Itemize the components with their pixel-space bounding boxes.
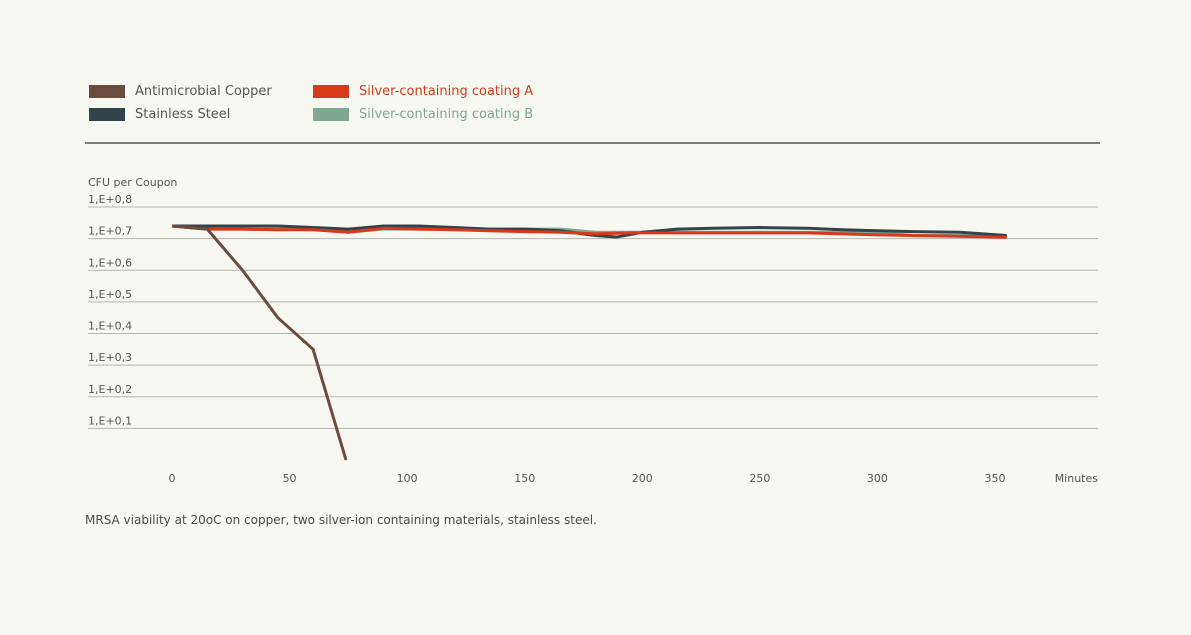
legend-label: Silver-containing coating A — [359, 84, 534, 99]
y-tick-label: 1,E+0,7 — [88, 225, 132, 238]
legend-label: Antimicrobial Copper — [135, 84, 272, 99]
y-tick-label: 1,E+0,6 — [88, 256, 132, 269]
series-line-silver-containing-coating-a — [171, 224, 1007, 239]
x-tick-label: 150 — [514, 472, 535, 485]
legend-item-stainless-steel: Stainless Steel — [89, 107, 230, 122]
legend-swatch — [313, 85, 349, 98]
chart-caption: MRSA viability at 20oC on copper, two si… — [85, 513, 597, 527]
y-tick-label: 1,E+0,8 — [88, 193, 132, 206]
legend-label: Silver-containing coating B — [359, 107, 534, 122]
y-tick-label: 1,E+0,2 — [88, 383, 132, 396]
legend-swatch — [313, 108, 349, 121]
series-line-antimicrobial-copper — [171, 224, 348, 461]
legend-swatch — [89, 85, 125, 98]
x-tick-label: 200 — [632, 472, 653, 485]
y-tick-label: 1,E+0,5 — [88, 288, 132, 301]
legend-swatch — [89, 108, 125, 121]
y-tick-label: 1,E+0,1 — [88, 414, 132, 427]
x-axis-label: Minutes — [1055, 472, 1099, 485]
legend-item-silver-coating-a: Silver-containing coating A — [313, 84, 533, 99]
line-chart: CFU per Coupon Minutes 1,E+0,1 1,E+0,2 1,E… — [85, 142, 1100, 485]
x-tick-label: 0 — [169, 472, 176, 485]
y-tick-label: 1,E+0,3 — [88, 351, 132, 364]
legend-label: Stainless Steel — [135, 107, 231, 122]
x-tick-label: 50 — [283, 472, 297, 485]
x-tick-label: 350 — [985, 472, 1006, 485]
legend-item-silver-coating-b: Silver-containing coating B — [313, 107, 533, 122]
y-axis-label: CFU per Coupon — [88, 176, 177, 189]
x-tick-label: 250 — [749, 472, 770, 485]
legend-item-antimicrobial-copper: Antimicrobial Copper — [89, 84, 272, 99]
y-tick-label: 1,E+0,4 — [88, 320, 132, 333]
x-tick-label: 100 — [397, 472, 418, 485]
x-tick-label: 300 — [867, 472, 888, 485]
